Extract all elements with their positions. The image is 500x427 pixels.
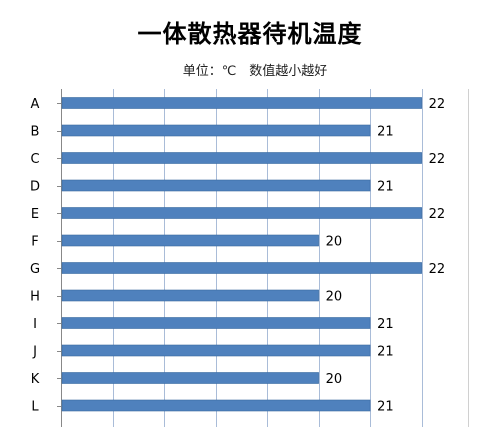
category-label: B	[31, 125, 40, 140]
bar-C	[61, 152, 422, 164]
category-label: A	[31, 97, 40, 112]
data-label: 21	[377, 317, 394, 332]
data-label: 20	[326, 372, 343, 387]
bar-F	[61, 234, 319, 247]
data-label: 20	[326, 235, 343, 250]
data-label: 21	[377, 180, 394, 195]
data-label: 22	[429, 152, 446, 167]
data-label: 22	[429, 262, 446, 277]
category-label: H	[30, 290, 40, 305]
category-label: E	[31, 207, 39, 222]
bar-K	[61, 372, 319, 384]
bar-I	[61, 317, 371, 329]
category-label: J	[32, 345, 37, 360]
category-label: F	[31, 235, 38, 250]
category-label: K	[31, 372, 40, 387]
category-label: I	[33, 317, 37, 332]
data-label: 22	[429, 207, 446, 222]
data-label: 22	[429, 97, 446, 112]
category-label: D	[30, 180, 40, 195]
bar-L	[61, 399, 371, 412]
data-label: 21	[377, 125, 394, 140]
category-label: L	[31, 400, 39, 415]
data-label: 20	[326, 290, 343, 305]
category-label: G	[30, 262, 40, 277]
bar-E	[61, 207, 422, 219]
chart-subtitle: 单位：℃ 数值越小越好	[182, 64, 328, 79]
bar-H	[61, 289, 319, 302]
data-label: 21	[377, 345, 394, 360]
chart-title: 一体散热器待机温度	[137, 20, 363, 48]
bar-B	[61, 124, 371, 137]
category-label: C	[30, 152, 39, 167]
bar-G	[61, 262, 422, 274]
bar-D	[61, 179, 371, 192]
bar-J	[61, 344, 371, 357]
bar-A	[61, 97, 422, 109]
data-label: 21	[377, 400, 394, 415]
